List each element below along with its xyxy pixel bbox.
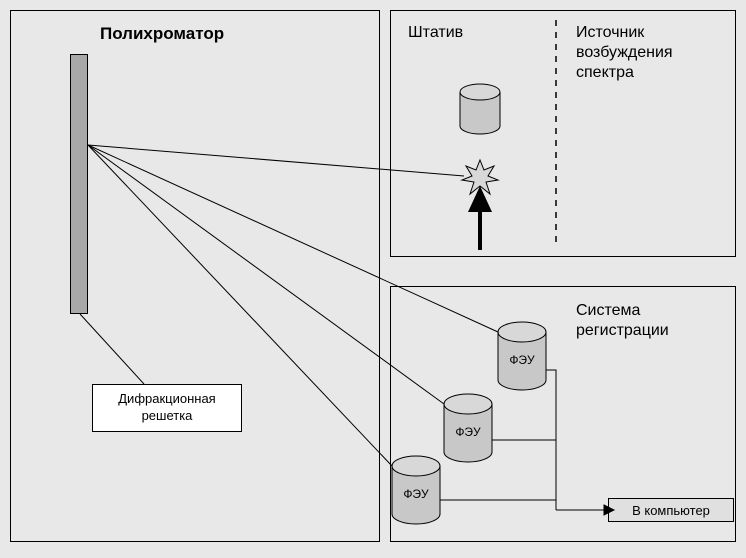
source-box [390,10,736,257]
polychromator-title: Полихроматор [100,24,224,44]
grating-label-line2: решетка [118,408,215,425]
stand-title: Штатив [408,24,463,42]
source-title-line3: спектра [576,64,634,82]
grating-label-box: Дифракционная решетка [92,384,242,432]
computer-output-label: В компьютер [632,503,710,518]
source-title-line1: Источник [576,24,644,42]
polychromator-box [10,10,380,542]
grating-label-line1: Дифракционная [118,391,215,408]
registration-title-line1: Система [576,302,640,320]
diffraction-grating-bar [70,54,88,314]
registration-title-line2: регистрации [576,322,669,340]
computer-output-box: В компьютер [608,498,734,522]
source-title-line2: возбуждения [576,44,673,62]
